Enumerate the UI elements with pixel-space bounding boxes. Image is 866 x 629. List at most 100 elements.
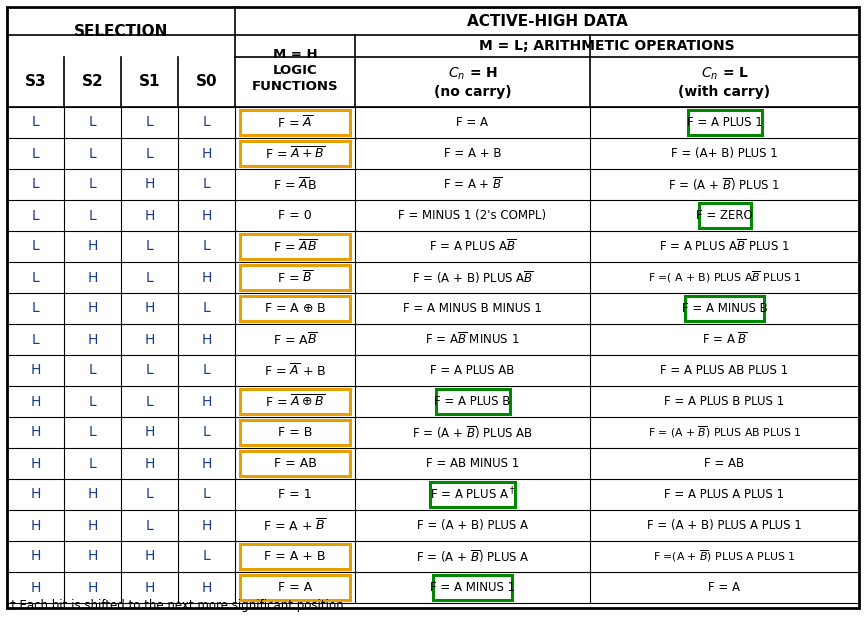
Text: H: H [30, 425, 41, 440]
Text: F = A PLUS A$^\dagger$: F = A PLUS A$^\dagger$ [430, 486, 515, 503]
Bar [240, 389, 350, 414]
Text: L: L [203, 425, 210, 440]
Text: L: L [88, 208, 96, 223]
Text: H: H [87, 301, 98, 316]
Text: F = A: F = A [456, 116, 488, 129]
Text: L: L [203, 550, 210, 564]
Bar [240, 265, 350, 290]
Text: F = AB MINUS 1: F = AB MINUS 1 [426, 457, 519, 470]
Text: F = A$\overline{B}$: F = A$\overline{B}$ [273, 331, 317, 348]
Text: H: H [201, 270, 211, 284]
Text: $C_n$ = H
(no carry): $C_n$ = H (no carry) [434, 65, 511, 99]
Text: L: L [145, 518, 153, 533]
Text: F = A + B: F = A + B [443, 147, 501, 160]
Text: L: L [88, 364, 96, 377]
Text: F = MINUS 1 (2's COMPL): F = MINUS 1 (2's COMPL) [398, 209, 546, 222]
Text: H: H [87, 518, 98, 533]
Text: F = A MINUS B: F = A MINUS B [682, 302, 767, 315]
Text: H: H [201, 518, 211, 533]
Text: H: H [201, 147, 211, 160]
Text: H: H [145, 177, 155, 191]
Text: L: L [88, 147, 96, 160]
Text: H: H [201, 208, 211, 223]
Text: F = 1: F = 1 [278, 488, 312, 501]
Text: F = $\overline{A}$: F = $\overline{A}$ [277, 114, 313, 131]
Text: L: L [32, 240, 39, 253]
Text: L: L [88, 457, 96, 470]
Text: L: L [203, 301, 210, 316]
Text: L: L [88, 425, 96, 440]
Text: F = $\overline{A}$B: F = $\overline{A}$B [273, 177, 317, 192]
Text: H: H [87, 240, 98, 253]
Text: F =( A + B) PLUS A$\overline{B}$ PLUS 1: F =( A + B) PLUS A$\overline{B}$ PLUS 1 [648, 270, 801, 286]
Text: F = A PLUS A PLUS 1: F = A PLUS A PLUS 1 [664, 488, 785, 501]
Text: H: H [201, 457, 211, 470]
Bar [699, 203, 751, 228]
Bar [240, 110, 350, 135]
Text: H: H [87, 333, 98, 347]
Text: H: H [87, 270, 98, 284]
Text: F = $\overline{AB}$: F = $\overline{AB}$ [273, 238, 317, 255]
Text: H: H [87, 550, 98, 564]
Text: L: L [145, 270, 153, 284]
Text: L: L [88, 177, 96, 191]
Text: F = $\overline{B}$: F = $\overline{B}$ [277, 269, 313, 286]
Text: S1: S1 [139, 74, 160, 89]
Text: H: H [87, 487, 98, 501]
Bar [688, 110, 761, 135]
Text: L: L [203, 364, 210, 377]
Text: F = A + B: F = A + B [264, 550, 326, 563]
Text: L: L [145, 487, 153, 501]
Text: H: H [145, 425, 155, 440]
Text: H: H [201, 333, 211, 347]
Text: H: H [87, 581, 98, 594]
Text: F = A: F = A [708, 581, 740, 594]
Text: F = A $\overline{B}$: F = A $\overline{B}$ [701, 331, 747, 347]
Text: L: L [88, 394, 96, 408]
Text: L: L [145, 116, 153, 130]
Text: F = A PLUS B: F = A PLUS B [435, 395, 511, 408]
Text: SELECTION: SELECTION [74, 25, 168, 40]
Text: S0: S0 [196, 74, 217, 89]
Text: H: H [201, 394, 211, 408]
Bar [433, 575, 513, 600]
Text: F = A PLUS A$\overline{B}$ PLUS 1: F = A PLUS A$\overline{B}$ PLUS 1 [659, 238, 790, 255]
Text: F = $\overline{A + B}$: F = $\overline{A + B}$ [265, 145, 325, 162]
Text: L: L [203, 177, 210, 191]
Text: H: H [30, 518, 41, 533]
Text: F =(A + $\overline{B}$) PLUS A PLUS 1: F =(A + $\overline{B}$) PLUS A PLUS 1 [653, 548, 796, 564]
Text: F = (A + $\overline{B}$) PLUS A: F = (A + $\overline{B}$) PLUS A [416, 548, 529, 565]
Text: L: L [32, 147, 39, 160]
Bar [240, 575, 350, 600]
Text: F = A PLUS 1: F = A PLUS 1 [687, 116, 762, 129]
Text: F = (A + $\overline{B}$) PLUS AB PLUS 1: F = (A + $\overline{B}$) PLUS AB PLUS 1 [648, 425, 801, 440]
Text: F = A $\oplus$ B: F = A $\oplus$ B [264, 302, 326, 315]
Text: F = B: F = B [278, 426, 312, 439]
Bar [240, 544, 350, 569]
Text: H: H [30, 550, 41, 564]
Text: L: L [203, 116, 210, 130]
Text: L: L [32, 270, 39, 284]
Text: $C_n$ = L
(with carry): $C_n$ = L (with carry) [678, 65, 771, 99]
Text: F = A PLUS AB: F = A PLUS AB [430, 364, 514, 377]
Text: L: L [203, 240, 210, 253]
Text: M = L; ARITHMETIC OPERATIONS: M = L; ARITHMETIC OPERATIONS [479, 39, 735, 53]
Bar [240, 234, 350, 259]
Text: F = AB: F = AB [704, 457, 745, 470]
Text: F = 0: F = 0 [278, 209, 312, 222]
Text: H: H [30, 364, 41, 377]
Text: F = A MINUS 1: F = A MINUS 1 [430, 581, 515, 594]
Text: † Each bit is shifted to the next more significant position.: † Each bit is shifted to the next more s… [10, 599, 347, 612]
Text: F = $\overline{A \oplus B}$: F = $\overline{A \oplus B}$ [265, 394, 325, 409]
Text: H: H [145, 333, 155, 347]
Text: H: H [145, 208, 155, 223]
Text: H: H [145, 457, 155, 470]
Text: F = (A + B) PLUS A$\overline{B}$: F = (A + B) PLUS A$\overline{B}$ [411, 269, 533, 286]
Text: F = A MINUS B MINUS 1: F = A MINUS B MINUS 1 [403, 302, 542, 315]
Text: F = (A + $\overline{B}$) PLUS 1: F = (A + $\overline{B}$) PLUS 1 [669, 176, 780, 193]
Bar [240, 296, 350, 321]
Text: F = A + $\overline{B}$: F = A + $\overline{B}$ [263, 518, 326, 533]
Text: H: H [145, 581, 155, 594]
Bar [436, 389, 509, 414]
Text: S3: S3 [25, 74, 46, 89]
